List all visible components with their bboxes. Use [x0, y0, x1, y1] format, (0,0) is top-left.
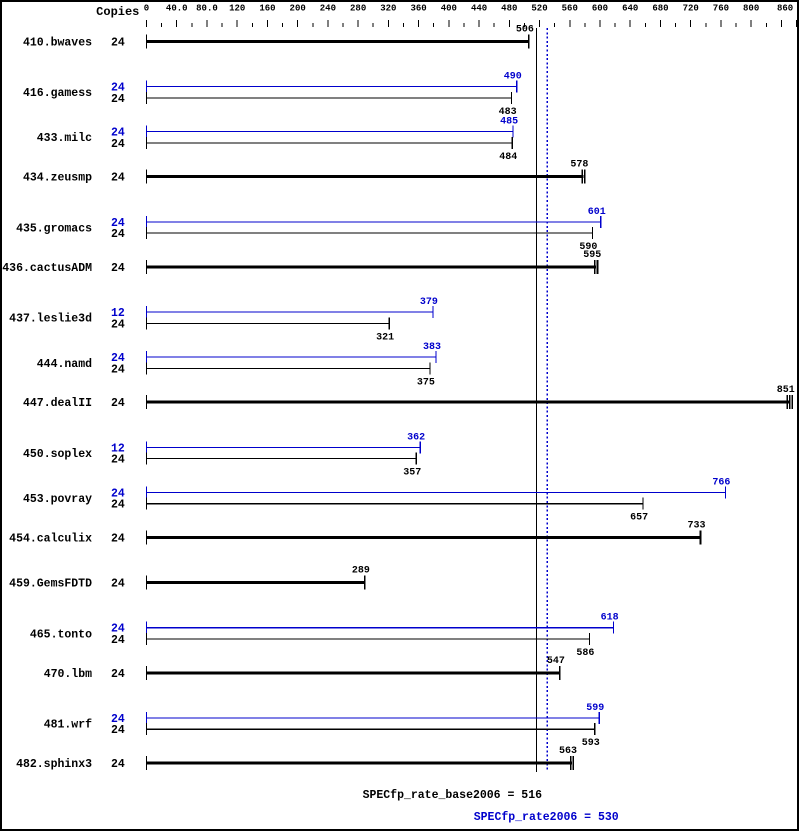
svg-text:24: 24	[111, 724, 125, 737]
svg-text:595: 595	[583, 250, 601, 261]
svg-text:416.gamess: 416.gamess	[23, 87, 92, 100]
svg-text:435.gromacs: 435.gromacs	[16, 223, 92, 236]
svg-text:454.calculix: 454.calculix	[9, 533, 92, 546]
svg-text:733: 733	[687, 521, 705, 532]
svg-text:720: 720	[683, 4, 699, 14]
svg-text:444.namd: 444.namd	[37, 358, 92, 371]
svg-text:563: 563	[559, 746, 577, 757]
svg-text:433.milc: 433.milc	[37, 132, 92, 145]
svg-text:437.leslie3d: 437.leslie3d	[9, 313, 92, 326]
svg-text:24: 24	[111, 533, 125, 546]
svg-text:160: 160	[259, 4, 275, 14]
svg-text:520: 520	[531, 4, 547, 14]
svg-text:410.bwaves: 410.bwaves	[23, 36, 92, 49]
svg-text:593: 593	[582, 738, 600, 749]
svg-text:360: 360	[410, 4, 426, 14]
svg-text:357: 357	[403, 468, 421, 479]
svg-text:24: 24	[111, 228, 125, 241]
svg-text:851: 851	[777, 385, 795, 396]
svg-text:0: 0	[144, 4, 149, 14]
svg-text:618: 618	[601, 613, 619, 624]
svg-text:Copies: Copies	[96, 5, 139, 19]
svg-text:766: 766	[712, 477, 730, 488]
svg-text:547: 547	[547, 656, 565, 667]
svg-text:375: 375	[417, 377, 435, 388]
svg-text:450.soplex: 450.soplex	[23, 448, 92, 461]
svg-text:24: 24	[111, 363, 125, 376]
svg-text:362: 362	[407, 432, 425, 443]
svg-text:599: 599	[586, 703, 604, 714]
svg-text:680: 680	[652, 4, 668, 14]
svg-text:657: 657	[630, 513, 648, 524]
svg-text:760: 760	[713, 4, 729, 14]
svg-text:586: 586	[576, 648, 594, 659]
svg-text:379: 379	[420, 297, 438, 308]
svg-text:482.sphinx3: 482.sphinx3	[16, 758, 92, 771]
svg-text:600: 600	[592, 4, 608, 14]
svg-text:120: 120	[229, 4, 245, 14]
svg-text:321: 321	[376, 332, 394, 343]
svg-text:601: 601	[588, 207, 606, 218]
svg-text:SPECfp_rate2006 = 530: SPECfp_rate2006 = 530	[474, 811, 619, 824]
svg-text:506: 506	[516, 24, 534, 35]
svg-text:280: 280	[350, 4, 366, 14]
svg-text:560: 560	[562, 4, 578, 14]
svg-text:240: 240	[320, 4, 336, 14]
svg-text:24: 24	[111, 758, 125, 771]
svg-text:484: 484	[499, 152, 517, 163]
svg-text:860: 860	[777, 4, 793, 14]
svg-text:453.povray: 453.povray	[23, 493, 92, 506]
svg-text:24: 24	[111, 36, 125, 49]
svg-text:289: 289	[352, 566, 370, 577]
svg-text:640: 640	[622, 4, 638, 14]
svg-text:800: 800	[743, 4, 759, 14]
svg-text:470.lbm: 470.lbm	[44, 668, 92, 681]
svg-text:24: 24	[111, 499, 125, 512]
svg-text:200: 200	[290, 4, 306, 14]
svg-text:447.dealII: 447.dealII	[23, 397, 92, 410]
svg-text:SPECfp_rate_base2006 = 516: SPECfp_rate_base2006 = 516	[363, 789, 543, 802]
svg-text:24: 24	[111, 262, 125, 275]
svg-text:578: 578	[570, 160, 588, 171]
svg-text:480: 480	[501, 4, 517, 14]
svg-text:459.GemsFDTD: 459.GemsFDTD	[9, 578, 92, 591]
svg-text:24: 24	[111, 93, 125, 106]
svg-text:24: 24	[111, 172, 125, 185]
svg-text:80.0: 80.0	[196, 4, 218, 14]
svg-text:440: 440	[471, 4, 487, 14]
svg-text:465.tonto: 465.tonto	[30, 628, 92, 641]
svg-text:320: 320	[380, 4, 396, 14]
svg-text:24: 24	[111, 634, 125, 647]
svg-text:490: 490	[504, 72, 522, 83]
svg-text:40.0: 40.0	[166, 4, 188, 14]
svg-text:400: 400	[441, 4, 457, 14]
svg-text:485: 485	[500, 117, 518, 128]
svg-text:24: 24	[111, 578, 125, 591]
svg-text:24: 24	[111, 138, 125, 151]
svg-text:24: 24	[111, 397, 125, 410]
svg-text:383: 383	[423, 342, 441, 353]
svg-text:24: 24	[111, 454, 125, 467]
svg-text:24: 24	[111, 668, 125, 681]
svg-text:434.zeusmp: 434.zeusmp	[23, 172, 92, 185]
svg-text:436.cactusADM: 436.cactusADM	[2, 262, 92, 275]
svg-text:24: 24	[111, 318, 125, 331]
svg-text:481.wrf: 481.wrf	[44, 719, 92, 732]
